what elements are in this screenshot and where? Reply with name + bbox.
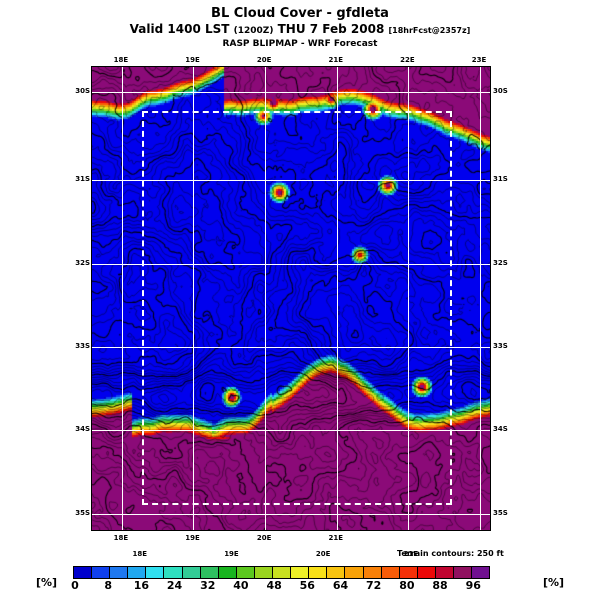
lon-tick-bottom: 18E	[113, 534, 129, 542]
terrain-contours-note: Terrain contours: 250 ft	[397, 549, 504, 558]
colorbar-top-lon-label: 21E	[403, 550, 419, 558]
colorbar-segment	[273, 567, 292, 578]
colorbar-tick-label: 96	[465, 579, 481, 592]
colorbar-scale	[73, 566, 490, 579]
lon-tick-bottom: 19E	[185, 534, 200, 542]
lon-tick-bottom: 20E	[256, 534, 272, 542]
title-block: BL Cloud Cover - gfdleta Valid 1400 LST …	[0, 6, 600, 50]
lat-tick-left: 31S	[75, 175, 90, 184]
colorbar-segment	[435, 567, 454, 578]
colorbar-segment	[417, 567, 436, 578]
colorbar-segment	[254, 567, 274, 578]
lon-tick-top: 21E	[328, 56, 344, 64]
colorbar-tick-label: 80	[399, 579, 415, 592]
colorbar-segment	[218, 567, 237, 578]
lat-tick-left: 30S	[75, 87, 90, 96]
page-title: BL Cloud Cover - gfdleta	[211, 6, 389, 21]
colorbar-segment	[453, 567, 473, 578]
colorbar-tick-label: 16	[133, 579, 150, 592]
lon-tick-top: 22E	[400, 56, 415, 64]
colorbar-segment	[146, 567, 165, 578]
colorbar-segment	[363, 567, 382, 578]
colorbar-segment	[399, 567, 418, 578]
colorbar-segment	[74, 567, 93, 578]
colorbar-segment	[381, 567, 400, 578]
lon-tick-top: 18E	[113, 56, 129, 64]
lat-tick-right: 34S	[493, 425, 508, 434]
lat-tick-left: 34S	[75, 425, 90, 434]
colorbar-block: Terrain contours: 250 ft [%] [%] 0 8 16 24 3…	[0, 547, 600, 595]
lon-tick-top: 23E	[471, 56, 487, 64]
colorbar-unit-left: [%]	[36, 576, 58, 589]
colorbar-segment	[236, 567, 255, 578]
colorbar-segment	[110, 567, 129, 578]
lon-tick-top: 19E	[185, 56, 200, 64]
map-plot-area	[91, 66, 491, 531]
model-source-line: RASP BLIPMAP - WRF Forecast	[222, 39, 378, 49]
colorbar-top-lon-label: 18E	[132, 550, 147, 558]
colorbar-tick-label: 8	[104, 579, 112, 592]
colorbar-segment	[164, 567, 183, 578]
colorbar-segment	[327, 567, 346, 578]
colorbar-segment	[472, 567, 490, 578]
colorbar-segment	[309, 567, 328, 578]
colorbar-tick-label: 0	[71, 579, 79, 592]
colorbar-top-lon-label: 20E	[315, 550, 331, 558]
lat-tick-left: 35S	[75, 508, 90, 517]
valid-time-date: THU 7 Feb 2008	[273, 22, 389, 36]
lat-tick-right: 30S	[493, 87, 508, 96]
valid-time-line: Valid 1400 LST (1200Z) THU 7 Feb 2008 [1…	[0, 22, 600, 38]
colorbar-tick-label: 40	[233, 579, 249, 592]
colorbar-segment	[92, 567, 111, 578]
colorbar-segment	[182, 567, 201, 578]
colorbar-unit-right: [%]	[543, 576, 565, 589]
colorbar-segment	[291, 567, 310, 578]
colorbar-segment	[128, 567, 147, 578]
colorbar-segment	[200, 567, 219, 578]
lat-tick-right: 35S	[493, 508, 508, 517]
valid-time-utc: (1200Z)	[233, 26, 274, 36]
cloud-cover-field	[92, 67, 490, 530]
colorbar-tick-label: 32	[200, 579, 216, 592]
colorbar-tick-label: 72	[366, 579, 382, 592]
colorbar-tick-label: 24	[166, 579, 183, 592]
colorbar-segment	[345, 567, 364, 578]
lon-tick-top: 20E	[256, 56, 272, 64]
valid-time-prefix: Valid 1400 LST	[129, 22, 234, 36]
lon-tick-bottom: 21E	[328, 534, 344, 542]
lat-tick-right: 32S	[493, 258, 508, 267]
colorbar-tick-label: 88	[432, 579, 448, 592]
forecast-stamp: [18hrFcst@2357z]	[388, 26, 471, 35]
colorbar-tick-label: 48	[266, 579, 282, 592]
lat-tick-left: 33S	[75, 342, 90, 351]
lat-tick-right: 31S	[493, 175, 508, 184]
lat-tick-left: 32S	[75, 258, 90, 267]
colorbar-tick-label: 56	[299, 579, 315, 592]
colorbar-top-lon-label: 19E	[224, 550, 239, 558]
lat-tick-right: 33S	[493, 342, 508, 351]
colorbar-tick-label: 64	[332, 579, 349, 592]
